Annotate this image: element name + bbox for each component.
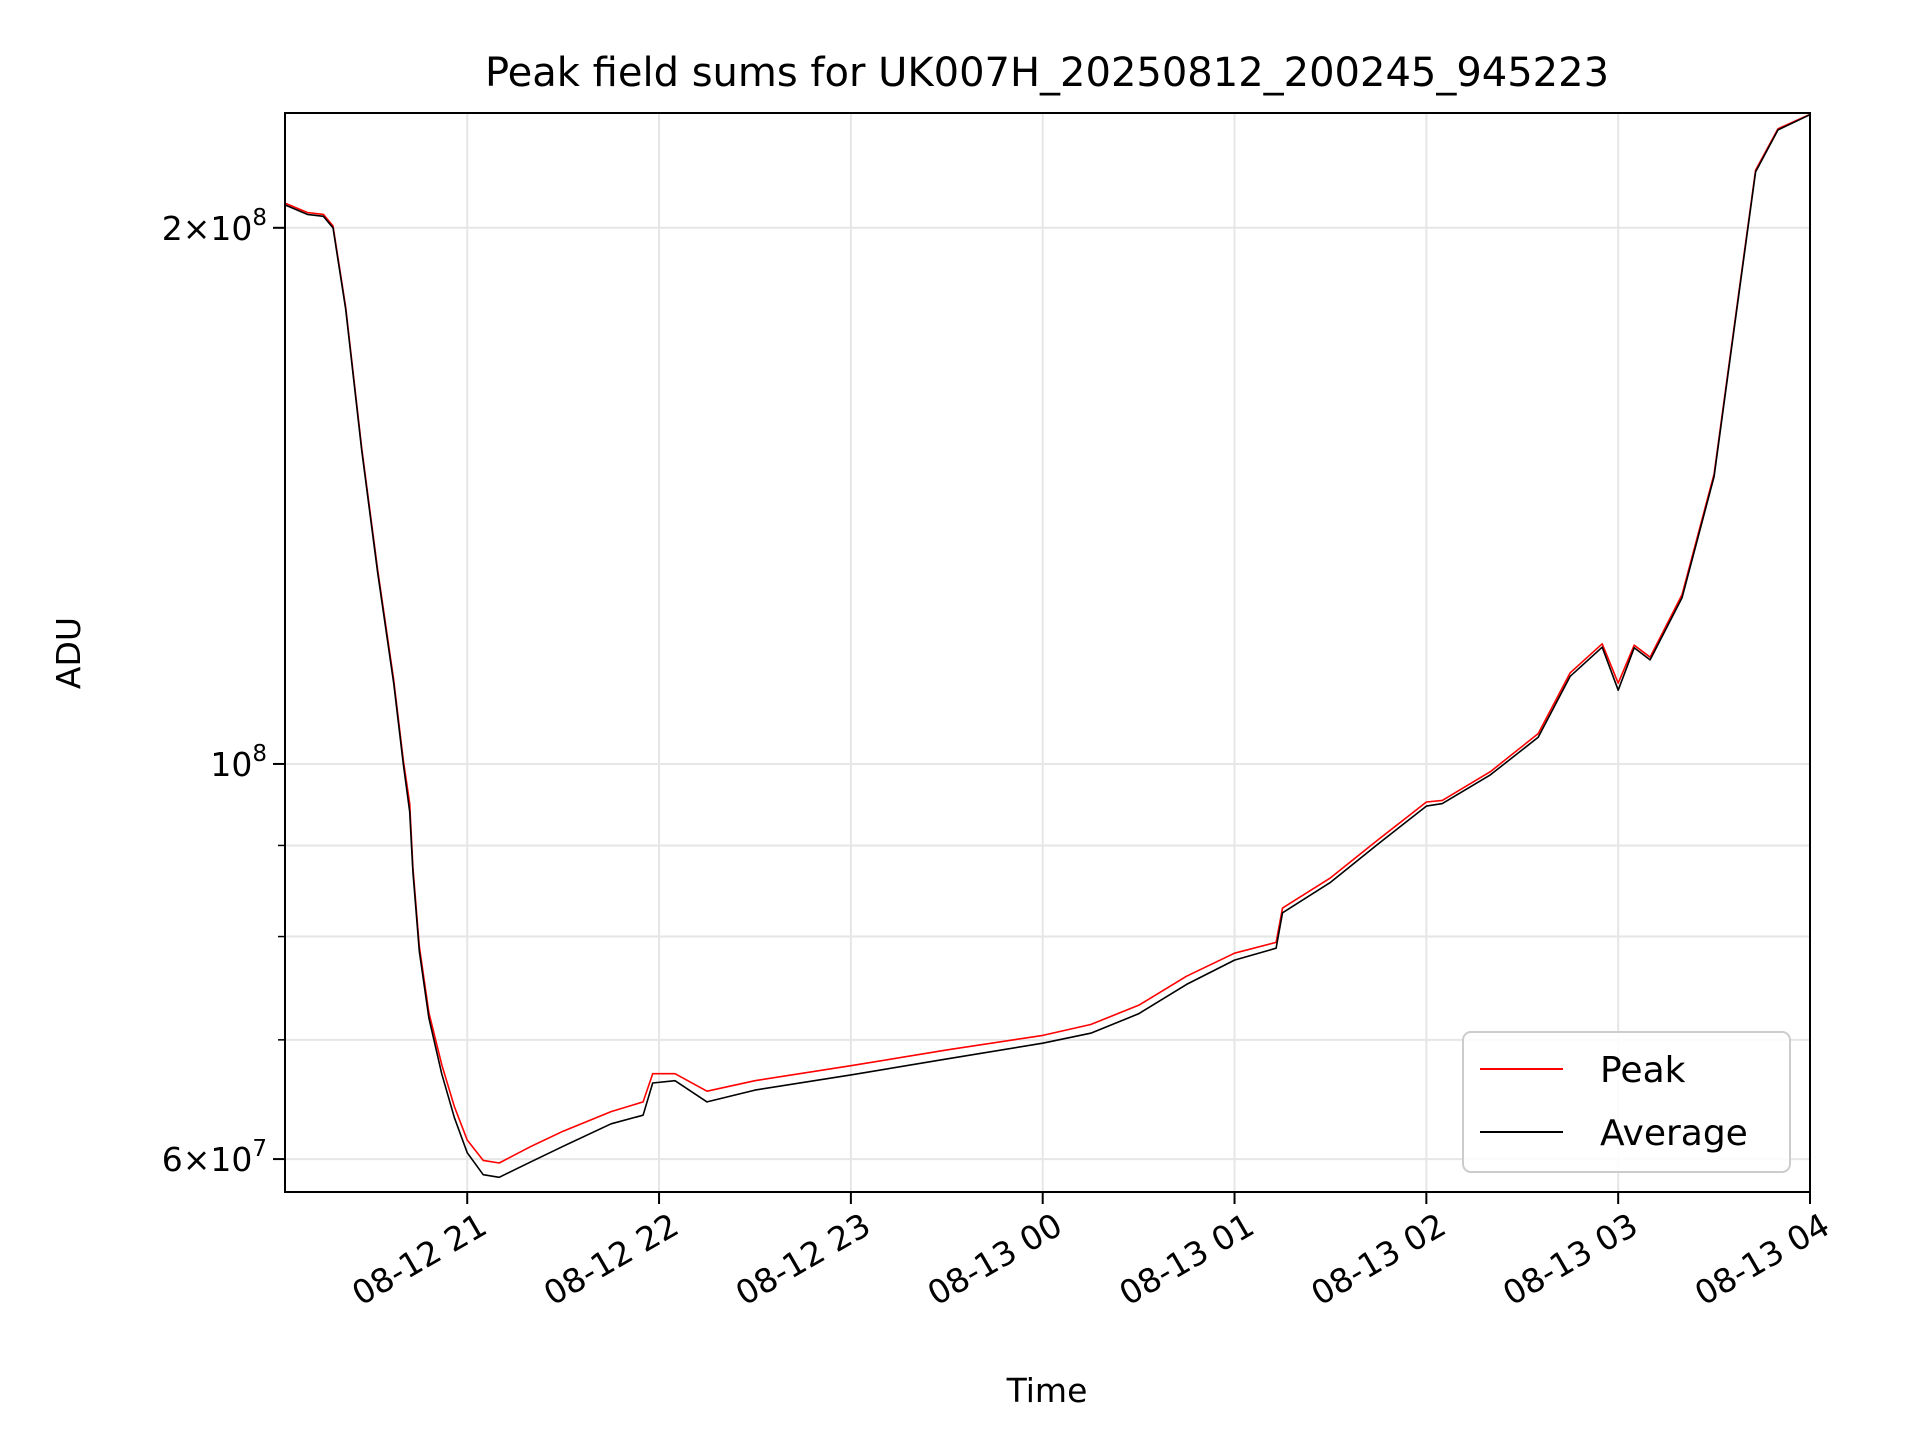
legend-label-average: Average: [1600, 1113, 1748, 1154]
series-line-peak: [284, 113, 1811, 1164]
y-axis: 6×107 108 2×108: [162, 205, 285, 1179]
y-tick-label: 108: [210, 741, 267, 784]
legend-label-peak: Peak: [1600, 1050, 1686, 1091]
chart-title: Peak field sums for UK007H_20250812_2002…: [485, 50, 1609, 96]
y-tick-label: 2×108: [162, 205, 267, 248]
y-tick-label: 6×107: [162, 1136, 267, 1179]
legend: Peak Average: [1462, 1031, 1791, 1173]
plot-frame: [284, 112, 1811, 1193]
y-axis-label: ADU: [49, 617, 88, 689]
series-line-average: [284, 113, 1811, 1179]
legend-box: [1462, 1031, 1791, 1173]
series-layer: [284, 113, 1811, 1179]
x-axis-label: Time: [1006, 1371, 1088, 1410]
